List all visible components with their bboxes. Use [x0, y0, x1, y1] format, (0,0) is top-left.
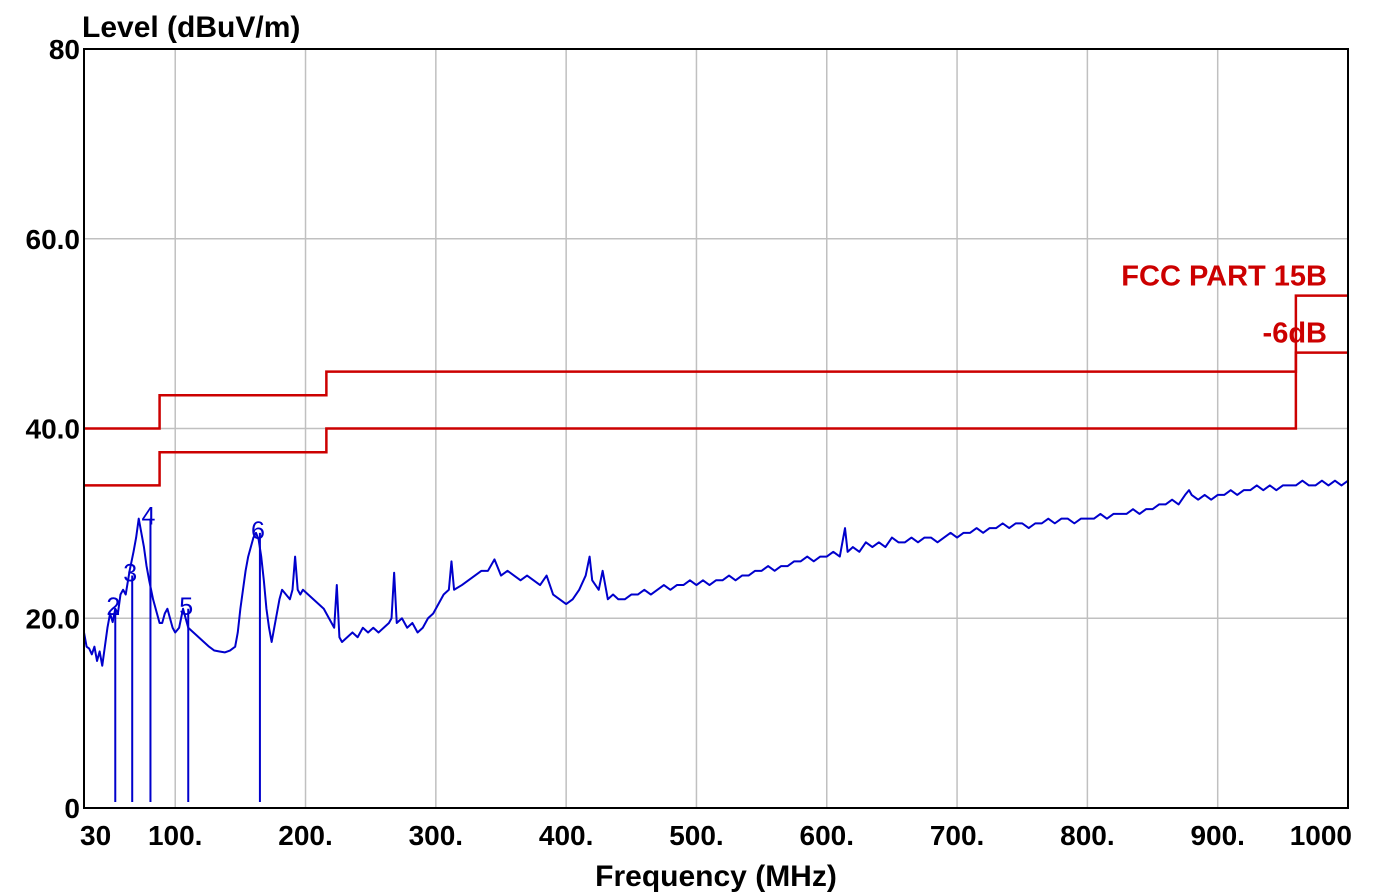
peak-marker-label: 6: [251, 517, 265, 545]
y-tick-label: 60.0: [26, 224, 81, 255]
y-tick-label: 80: [49, 34, 80, 65]
x-axis-ticks: 30 100. 200. 300. 400. 500. 600. 700. 800. 900. 10…: [80, 820, 1352, 851]
x-tick-label: 400.: [539, 820, 594, 851]
limit-labels: FCC PART 15B -6dB: [1121, 261, 1327, 350]
x-tick-label: 30: [80, 820, 111, 851]
x-tick-label: 300.: [409, 820, 464, 851]
x-tick-label: 600.: [800, 820, 855, 851]
limit-line-label: -6dB: [1263, 318, 1327, 350]
y-axis-title: Level (dBuV/m): [82, 11, 300, 44]
y-axis-ticks: 0 20.0 40.0 60.0 80: [26, 34, 81, 824]
x-tick-label: 900.: [1190, 820, 1245, 851]
x-tick-label: 200.: [278, 820, 333, 851]
limit-line: [84, 294, 1348, 430]
x-tick-label: 100.: [148, 820, 203, 851]
y-tick-label: 20.0: [26, 603, 81, 634]
measurement-series: [83, 479, 1349, 667]
x-tick-label: 700.: [930, 820, 985, 851]
x-tick-label: 1000: [1290, 820, 1352, 851]
limit-lines: [84, 294, 1348, 487]
peak-marker-label: 4: [142, 503, 156, 531]
limit-line: [84, 351, 1348, 487]
x-tick-label: 800.: [1060, 820, 1115, 851]
x-tick-label: 500.: [669, 820, 724, 851]
measurement-trace: [83, 479, 1349, 667]
x-axis-title: Frequency (MHz): [595, 860, 837, 893]
y-tick-label: 40.0: [26, 414, 81, 445]
y-tick-label: 0: [64, 793, 80, 824]
plot-frame: [83, 48, 1349, 809]
peak-marker-label: 3: [123, 560, 137, 588]
limit-line-label: FCC PART 15B: [1121, 261, 1327, 293]
